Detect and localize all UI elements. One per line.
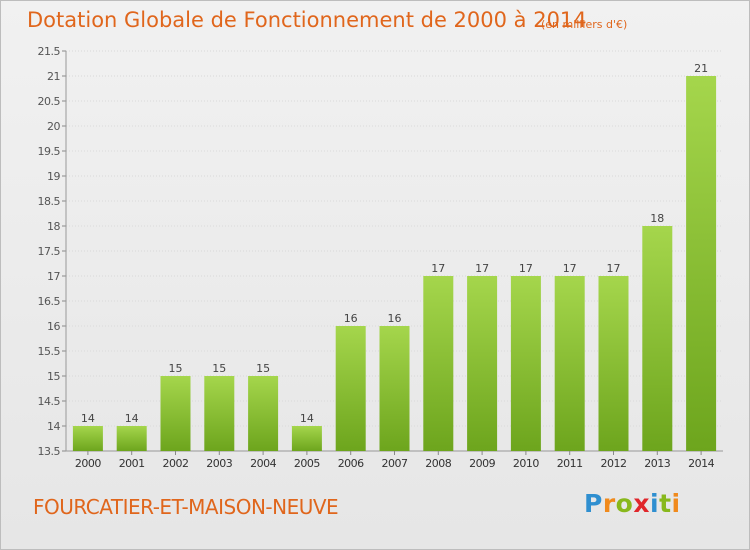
proxiti-logo: Proxiti (584, 489, 681, 518)
bar (204, 376, 235, 451)
data-label: 14 (81, 412, 95, 425)
bar (116, 426, 147, 451)
bar (160, 376, 191, 451)
y-tick-label: 20.5 (38, 95, 61, 108)
data-label: 16 (344, 312, 358, 325)
bar (598, 276, 629, 451)
y-tick-label: 15 (47, 370, 60, 383)
logo-letter: i (671, 489, 681, 518)
logo-letter: P (584, 489, 603, 518)
data-label: 17 (607, 262, 621, 275)
x-tick-label: 2007 (382, 457, 408, 470)
x-tick-label: 2013 (644, 457, 670, 470)
data-label: 15 (169, 362, 183, 375)
y-tick-label: 16.5 (38, 295, 61, 308)
x-tick-label: 2005 (294, 457, 320, 470)
y-tick-label: 17.5 (38, 245, 61, 258)
y-tick-label: 15.5 (38, 345, 61, 358)
x-tick-label: 2006 (338, 457, 364, 470)
bar (510, 276, 541, 451)
data-label: 15 (212, 362, 226, 375)
y-tick-label: 13.5 (38, 445, 61, 458)
data-label: 14 (300, 412, 314, 425)
data-label: 17 (563, 262, 577, 275)
x-tick-label: 2009 (469, 457, 495, 470)
y-tick-label: 20 (47, 120, 60, 133)
x-tick-label: 2003 (206, 457, 232, 470)
bar (554, 276, 585, 451)
x-tick-label: 2001 (119, 457, 145, 470)
x-tick-label: 2002 (163, 457, 189, 470)
logo-letter: x (633, 489, 650, 518)
y-tick-label: 21 (47, 70, 60, 83)
y-tick-label: 17 (47, 270, 60, 283)
x-tick-label: 2000 (75, 457, 101, 470)
y-tick-label: 19 (47, 170, 60, 183)
bar (379, 326, 410, 451)
data-label: 17 (475, 262, 489, 275)
data-label: 18 (650, 212, 664, 225)
logo-letter: o (615, 489, 634, 518)
y-tick-label: 19.5 (38, 145, 61, 158)
x-tick-label: 2011 (557, 457, 583, 470)
y-tick-label: 18 (47, 220, 60, 233)
x-tick-label: 2014 (688, 457, 714, 470)
y-tick-label: 16 (47, 320, 60, 333)
chart-title: Dotation Globale de Fonctionnement de 20… (27, 8, 587, 32)
logo-letter: i (650, 489, 660, 518)
x-tick-label: 2010 (513, 457, 539, 470)
data-label: 16 (388, 312, 402, 325)
y-tick-label: 14.5 (38, 395, 61, 408)
x-tick-label: 2012 (601, 457, 627, 470)
logo-letter: r (602, 489, 616, 518)
logo-letter: t (659, 489, 672, 518)
bar (423, 276, 454, 451)
chart-subtitle: (en milliers d'€) (541, 18, 628, 31)
data-label: 14 (125, 412, 139, 425)
commune-name: FOURCATIER-ET-MAISON-NEUVE (33, 495, 339, 519)
data-label: 17 (431, 262, 445, 275)
data-label: 15 (256, 362, 270, 375)
y-tick-label: 14 (47, 420, 60, 433)
bar (72, 426, 103, 451)
y-tick-label: 21.5 (38, 45, 61, 58)
data-label: 21 (694, 62, 708, 75)
data-label: 17 (519, 262, 533, 275)
bar (686, 76, 717, 451)
bar (642, 226, 673, 451)
x-tick-label: 2004 (250, 457, 276, 470)
bar (335, 326, 366, 451)
x-tick-label: 2008 (425, 457, 451, 470)
bar (291, 426, 322, 451)
y-tick-label: 18.5 (38, 195, 61, 208)
bar (248, 376, 279, 451)
bar (467, 276, 498, 451)
